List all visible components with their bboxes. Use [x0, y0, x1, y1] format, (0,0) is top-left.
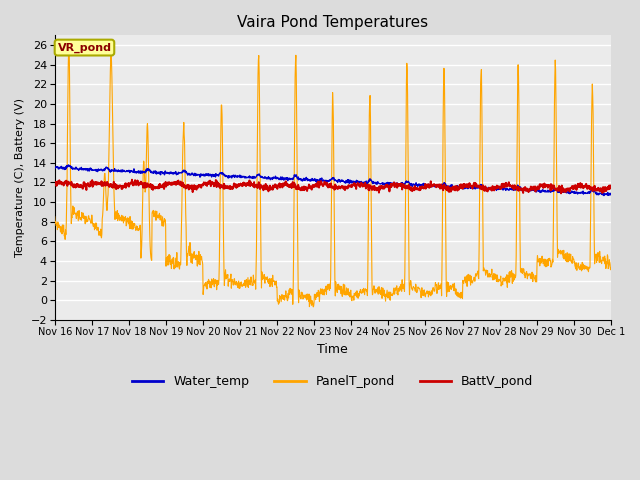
X-axis label: Time: Time [317, 343, 348, 356]
Title: Vaira Pond Temperatures: Vaira Pond Temperatures [237, 15, 428, 30]
Text: VR_pond: VR_pond [58, 42, 111, 53]
Legend: Water_temp, PanelT_pond, BattV_pond: Water_temp, PanelT_pond, BattV_pond [127, 370, 538, 393]
Y-axis label: Temperature (C), Battery (V): Temperature (C), Battery (V) [15, 98, 25, 257]
